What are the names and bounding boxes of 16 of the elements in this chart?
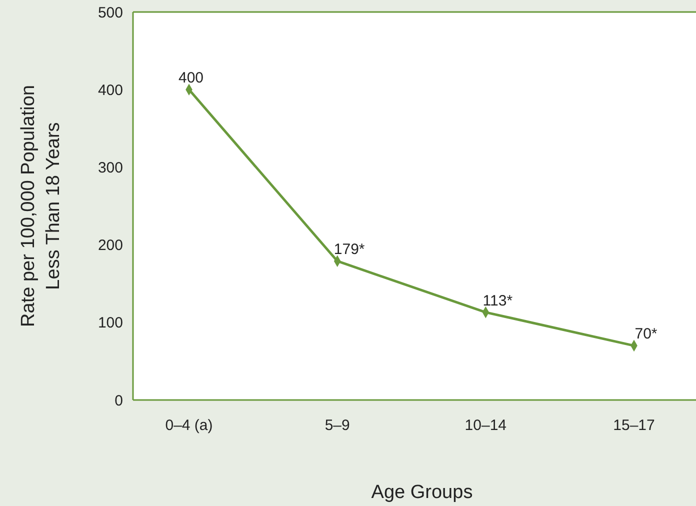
data-label: 179* [334, 241, 365, 258]
x-tick-label: 0–4 (a) [165, 417, 213, 434]
x-tick-label: 5–9 [324, 417, 350, 434]
data-label: 400 [178, 70, 204, 87]
y-axis-title: Rate per 100,000 Population Less Than 18 Years [18, 85, 64, 327]
y-tick-label: 100 [98, 314, 123, 332]
x-axis-title: Age Groups [371, 482, 473, 503]
y-tick-label: 300 [98, 159, 123, 176]
y-tick-label: 400 [98, 82, 123, 99]
y-tick-label: 200 [98, 237, 123, 254]
x-tick-label: 15–17 [613, 417, 655, 434]
y-tick-label: 0 [114, 392, 123, 410]
data-label: 70* [634, 326, 658, 343]
data-label: 113* [482, 292, 513, 310]
x-tick-label: 10–14 [464, 417, 507, 434]
y-tick-label: 500 [98, 4, 123, 22]
